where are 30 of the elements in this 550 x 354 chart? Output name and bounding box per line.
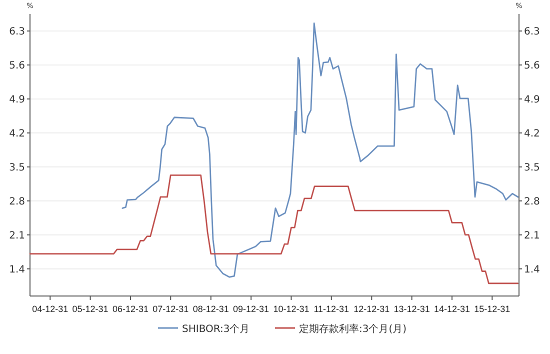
y-tick-label: 4.2 [9,128,25,140]
y-tick-label: 1.4 [9,264,25,276]
x-tick-label: 15-12-31 [474,304,510,314]
y-tick-label: 2.8 [9,196,25,208]
legend-label: SHIBOR:3个月 [182,323,250,335]
y2-tick-label: 5.6 [524,60,540,72]
y-tick-label: 2.1 [9,230,25,242]
x-tick-label: 10-12-31 [273,304,310,314]
y-tick-label: 3.5 [9,162,25,174]
y-tick-label: 5.6 [9,60,25,72]
y2-tick-label: 1.4 [524,264,540,276]
x-tick-label: 08-12-31 [192,304,229,314]
x-tick-label: 13-12-31 [394,304,430,314]
x-tick-label: 04-12-31 [32,304,68,314]
y2-tick-label: 6.3 [524,26,540,38]
x-tick-label: 09-12-31 [233,304,270,314]
x-tick-label: 11-12-31 [314,304,350,314]
y-tick-label: 6.3 [9,26,25,38]
x-tick-label: 07-12-31 [152,304,189,314]
y2-tick-label: 4.2 [524,128,540,140]
y2-tick-label: 3.5 [524,162,540,174]
y2-tick-label: 2.1 [524,230,540,242]
x-tick-label: 12-12-31 [354,304,390,314]
y-tick-label: 4.9 [9,94,25,106]
x-tick-label: 06-12-31 [112,304,148,314]
legend-label: 定期存款利率:3个月(月) [299,323,407,335]
y2-tick-label: 4.9 [524,94,540,106]
x-tick-label: 14-12-31 [434,304,470,314]
x-tick-label: 05-12-31 [72,304,108,314]
y2-tick-label: 2.8 [524,196,540,208]
